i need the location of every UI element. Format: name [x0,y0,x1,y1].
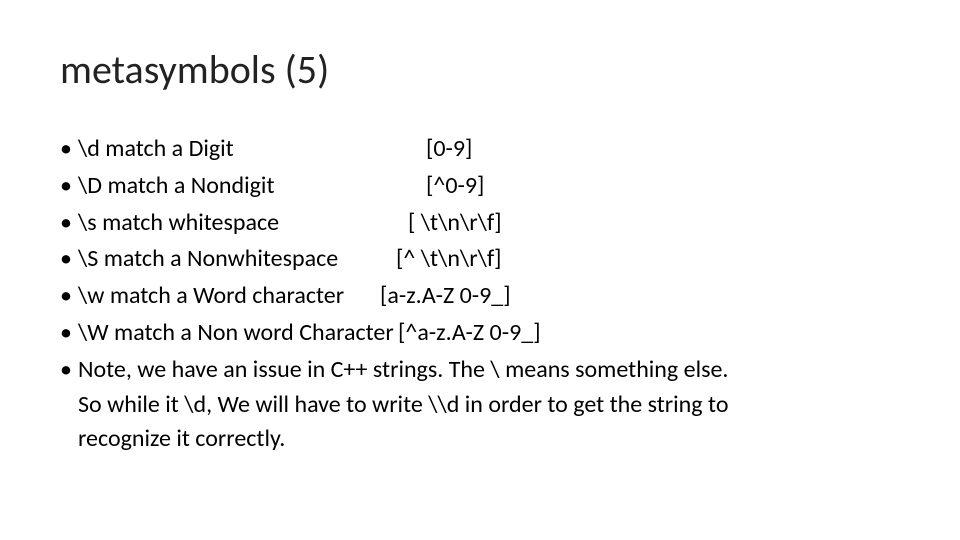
bullet-list: • \d match a Digit [0-9] • \D match a No… [60,132,900,457]
list-item: • \w match a Word character [a-z.A-Z 0-9… [60,279,900,314]
slide-title: metasymbols (5) [60,48,900,92]
note-line: So while it \d, We will have to write \\… [78,388,900,423]
list-item: • \W match a Non word Character [^a-z.A-… [60,316,900,351]
bullet-marker: • [60,316,78,351]
list-item: • \D match a Nondigit [^0-9] [60,169,900,204]
bullet-marker: • [60,279,78,314]
bullet-marker: • [60,169,78,204]
bullet-right: [ \t\n\r\f] [408,206,502,241]
list-item: • \S match a Nonwhitespace [^ \t\n\r\f] [60,242,900,277]
bullet-right: [0-9] [426,132,472,167]
note-line: recognize it correctly. [78,422,900,457]
bullet-marker: • [60,353,78,388]
bullet-left: \s match whitespace [78,206,408,241]
list-item: • Note, we have an issue in C++ strings.… [60,353,900,388]
note-line: Note, we have an issue in C++ strings. T… [78,353,900,388]
bullet-left: \w match a Word character [78,279,380,314]
list-item: • \s match whitespace [ \t\n\r\f] [60,206,900,241]
bullet-right: [^0-9] [426,169,484,204]
bullet-left: \D match a Nondigit [78,169,426,204]
bullet-right: [a-z.A-Z 0-9_] [380,279,511,314]
bullet-left: \W match a Non word Character [78,316,398,351]
list-item: • \d match a Digit [0-9] [60,132,900,167]
bullet-marker: • [60,132,78,167]
bullet-left: \S match a Nonwhitespace [78,242,396,277]
bullet-left: \d match a Digit [78,132,426,167]
bullet-right: [^ \t\n\r\f] [396,242,502,277]
slide: metasymbols (5) • \d match a Digit [0-9]… [0,0,960,540]
bullet-marker: • [60,206,78,241]
bullet-marker: • [60,242,78,277]
bullet-right: [^a-z.A-Z 0-9_] [398,316,541,351]
